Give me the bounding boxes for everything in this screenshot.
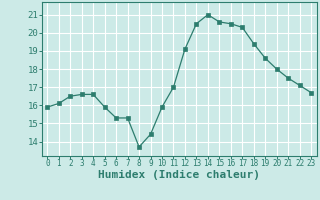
X-axis label: Humidex (Indice chaleur): Humidex (Indice chaleur) [98,170,260,180]
